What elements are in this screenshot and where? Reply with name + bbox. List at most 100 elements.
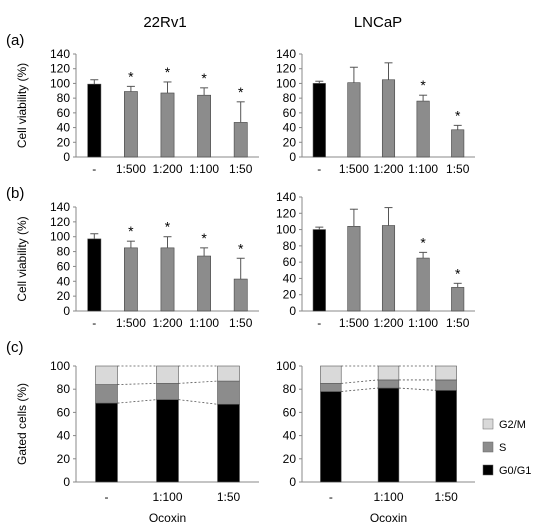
y-tick-label: 20 [57,289,71,303]
bar [381,225,396,312]
x-tick-label: 1:500 [116,162,146,176]
significance-marker: * [455,265,461,281]
x-tick-label: 1:200 [152,316,182,330]
x-tick-label: 1:50 [446,316,470,330]
y-tick-label: 60 [283,255,297,269]
x-tick-label: - [317,316,321,330]
stacked-bar-g0g1 [320,391,342,483]
legend-swatch-g2m [482,418,494,430]
bar [124,247,138,312]
bar [347,226,361,312]
y-axis-label: Gated cells (%) [15,383,29,465]
row-label-a: (a) [6,32,24,49]
y-tick-label: 80 [57,382,71,396]
y-tick-label: 100 [50,359,70,373]
y-tick-label: 0 [289,150,296,164]
y-tick-label: 100 [276,223,296,237]
stacked-bar-s [156,383,179,400]
legend-label-s: S [499,442,506,454]
y-tick-label: 140 [50,200,70,214]
y-tick-label: 80 [283,382,297,396]
significance-marker: * [165,219,171,235]
x-tick-label: 1:200 [373,316,403,330]
stacked-bar-g2m [320,365,342,384]
stacked-bar-s [320,383,342,392]
significance-marker: * [201,230,207,246]
legend-label-g0g1: G0/G1 [499,465,531,477]
x-tick-label: 1:100 [189,162,219,176]
x-tick-label: - [317,162,321,176]
bar [160,247,175,312]
y-tick-label: 0 [63,475,70,489]
y-tick-label: 120 [50,62,70,76]
significance-marker: * [420,77,426,93]
y-axis-label: Cell viability (%) [15,63,29,148]
stacked-bar-g0g1 [156,399,179,483]
y-tick-label: 0 [63,304,70,318]
significance-marker: * [455,107,461,123]
y-tick-label: 60 [57,106,71,120]
bar [381,79,396,158]
y-tick-label: 20 [57,452,71,466]
significance-marker: * [420,234,426,250]
y-tick-label: 20 [57,135,71,149]
column-title-22rv1: 22Rv1 [143,14,186,31]
significance-marker: * [128,223,134,239]
y-tick-label: 80 [283,239,297,253]
stacked-bar-g0g1 [217,403,240,483]
x-tick-label: - [92,316,96,330]
chart-c-lncap: 0 20 40 60 80 100 - 1:100 1:50 Ocoxin [276,359,475,525]
y-tick-label: 0 [289,475,296,489]
x-tick-label: 1:500 [339,316,369,330]
significance-marker: * [165,64,171,80]
bar [87,238,102,312]
y-tick-label: 100 [276,359,296,373]
connector-line [341,387,379,392]
y-axis-label: Cell viability (%) [15,216,29,301]
connector-line [398,387,436,391]
x-tick-label: 1:100 [189,316,219,330]
y-tick-label: 40 [283,121,297,135]
x-tick-label: 1:100 [408,316,438,330]
bar [416,100,430,158]
legend: G2/M S G0/G1 [482,418,531,477]
y-tick-label: 80 [283,91,297,105]
bar [233,122,248,158]
x-tick-label: 1:50 [446,162,470,176]
x-tick-label: 1:100 [373,490,403,504]
bar [197,94,211,158]
y-tick-label: 140 [276,47,296,61]
y-tick-label: 60 [283,405,297,419]
chart-b-lncap: 0 20 40 60 80 100 120 140 - 1:500 1:200 1:100 1:50 * * [276,190,475,330]
stacked-bar-s [217,380,240,405]
bar [347,82,361,158]
connector-line [117,383,157,385]
stacked-bar-s [377,379,400,389]
legend-label-g2m: G2/M [499,419,526,431]
x-tick-label: 1:50 [229,162,253,176]
bar [312,229,326,312]
x-axis-label: Ocoxin [370,511,407,525]
significance-marker: * [128,68,134,84]
y-tick-label: 140 [50,47,70,61]
stacked-bar-g2m [217,365,240,382]
bar [197,255,211,312]
significance-marker: * [238,84,244,100]
stacked-bar-g2m [377,365,400,381]
x-tick-label: 1:100 [408,162,438,176]
stacked-bar-s [435,379,457,391]
legend-swatch-g0g1 [482,464,494,476]
y-tick-label: 40 [57,429,71,443]
y-tick-label: 140 [276,190,296,204]
bar [160,92,175,158]
y-tick-label: 80 [57,245,71,259]
y-tick-label: 80 [57,91,71,105]
x-tick-label: 1:200 [152,162,182,176]
y-tick-label: 60 [57,405,71,419]
x-tick-label: - [92,162,96,176]
